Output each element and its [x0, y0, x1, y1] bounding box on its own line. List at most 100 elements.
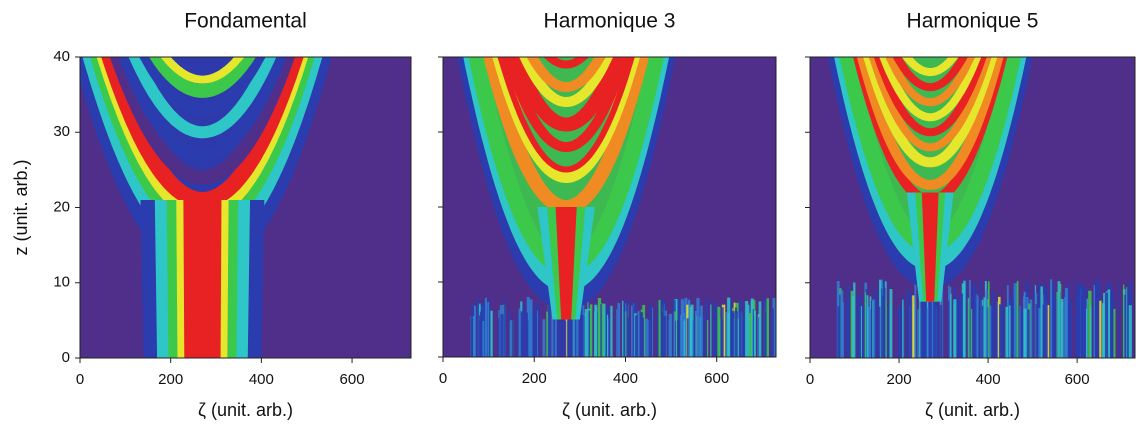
noise-stripe [551, 304, 554, 357]
noise-stripe [967, 298, 970, 358]
x-tick-label: 400 [249, 371, 274, 388]
noise-stripe [961, 283, 965, 358]
noise-stripe [554, 320, 556, 357]
noise-stripe [752, 309, 754, 357]
noise-stripe [906, 289, 910, 358]
band-arc [160, 57, 245, 84]
stem [183, 199, 222, 358]
noise-stripe [677, 320, 680, 357]
noise-stripe [572, 315, 576, 357]
noise-stripe [862, 304, 865, 358]
noise-stripe [683, 320, 685, 357]
noise-stripe [1110, 302, 1114, 358]
noise-stripe [656, 310, 659, 357]
noise-stripe [575, 309, 579, 357]
y-tick-label: 10 [53, 274, 70, 291]
noise-stripe [763, 298, 767, 357]
x-tick-label: 0 [76, 371, 84, 388]
x-tick-label: 200 [158, 371, 183, 388]
noise-stripe [476, 297, 480, 357]
band-arc [885, 57, 976, 107]
stem [555, 207, 577, 320]
noise-stripe [1019, 305, 1021, 358]
noise-stripe [869, 296, 872, 358]
noise-stripe [909, 292, 913, 358]
noise-stripe [1099, 300, 1102, 358]
noise-stripe [644, 318, 649, 357]
noise-stripe [471, 318, 474, 357]
panel-title: Harmonique 3 [544, 10, 676, 33]
noise-stripe [509, 320, 513, 357]
noise-stripe [630, 305, 634, 357]
band-arc [543, 57, 589, 69]
noise-stripe [872, 300, 874, 358]
noise-stripe [972, 290, 977, 358]
noise-stripe [622, 300, 624, 357]
noise-stripe [552, 310, 555, 357]
noise-stripe [528, 297, 530, 357]
noise-stripe [688, 299, 690, 357]
noise-stripe [1122, 294, 1127, 358]
noise-stripe [911, 295, 915, 358]
x-tick-label: 0 [806, 371, 814, 388]
noise-stripe [866, 295, 869, 358]
heatmap [443, 57, 776, 357]
band-arc [873, 57, 987, 137]
noise-stripe [580, 307, 582, 357]
noise-stripe [872, 299, 876, 358]
noise-stripe [1016, 280, 1019, 358]
noise-stripe [947, 300, 950, 358]
noise-stripe [919, 301, 922, 358]
noise-stripe [1000, 305, 1004, 358]
band-arc [139, 57, 266, 116]
band-arc [519, 57, 614, 107]
noise-stripe [1113, 308, 1116, 358]
noise-stripe [484, 297, 488, 357]
noise-stripe [503, 299, 506, 357]
noise-stripe [625, 302, 627, 357]
noise-stripe [1040, 286, 1043, 358]
noise-stripe [542, 319, 546, 357]
y-tick-label: 20 [53, 198, 70, 215]
band-arc [868, 57, 992, 152]
noise-stripe [714, 301, 717, 357]
noise-stripe [681, 313, 685, 357]
noise-stripe [705, 316, 707, 357]
noise-stripe [889, 289, 893, 358]
noise-stripe [991, 303, 995, 358]
noise-stripe [935, 297, 939, 358]
band-arc [118, 57, 287, 162]
noise-stripe [853, 282, 856, 358]
noise-stripe [1082, 288, 1086, 358]
noise-stripe [988, 305, 992, 358]
noise-stripe [557, 314, 561, 357]
noise-stripe [525, 312, 528, 357]
y-axis-label: z (unit. arb.) [11, 159, 31, 255]
noise-stripe [734, 311, 738, 357]
noise-stripe [1076, 297, 1079, 358]
noise-stripe [749, 313, 752, 357]
noise-stripe [1104, 292, 1109, 358]
noise-stripe [690, 304, 694, 357]
noise-stripe [632, 305, 634, 357]
band-arc [128, 57, 277, 139]
noise-stripe [727, 313, 730, 357]
noise-stripe [637, 311, 640, 357]
noise-stripe [882, 295, 884, 358]
noise-stripe [770, 308, 774, 357]
noise-stripe [1090, 307, 1092, 358]
band-arc [879, 57, 982, 122]
band-arc [148, 57, 256, 98]
noise-stripe [1042, 304, 1045, 358]
noise-stripe [979, 297, 982, 358]
noise-stripe [489, 297, 491, 357]
noise-stripe [731, 311, 735, 357]
noise-stripe [1050, 279, 1053, 358]
band-arc [526, 57, 606, 92]
noise-stripe [660, 312, 664, 357]
noise-stripe [924, 290, 928, 358]
noise-stripe [846, 285, 850, 358]
noise-stripe [878, 306, 881, 358]
noise-stripe [733, 318, 736, 357]
noise-stripe [883, 287, 886, 358]
